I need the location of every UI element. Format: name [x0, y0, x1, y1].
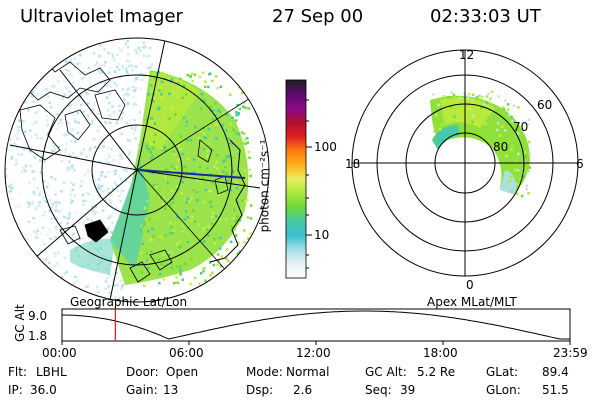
- info-mode-value: Normal: [286, 365, 330, 379]
- info-dsp-key: Dsp:: [246, 383, 274, 397]
- polar-mlt-map: [351, 49, 579, 277]
- instrument-title: Ultraviolet Imager: [20, 6, 183, 27]
- info-flt-key: Flt:: [8, 365, 27, 379]
- apex-caption: Apex MLat/MLT: [427, 295, 517, 309]
- info-glon-value: 51.5: [542, 383, 569, 397]
- mlt-label-18: 18: [345, 157, 361, 171]
- info-seq-key: Seq:: [365, 383, 392, 397]
- timeline-axis-label: GC Alt: [13, 304, 27, 342]
- info-seq-value: 39: [400, 383, 416, 397]
- timeline-xtick-1800: 18:00: [423, 346, 458, 360]
- colorbar-tick-100: 100: [314, 140, 337, 154]
- info-door-key: Door:: [126, 365, 159, 379]
- colorbar: [285, 79, 312, 279]
- info-glon-key: GLon:: [486, 383, 521, 397]
- info-glat-key: GLat:: [486, 365, 519, 379]
- info-flt-value: LBHL: [36, 365, 67, 379]
- timeline-xtick-0600: 06:00: [169, 346, 204, 360]
- altitude-timeline: [61, 308, 571, 345]
- timeline-ytick-1-8: 1.8: [28, 329, 48, 343]
- mlt-label-0: 0: [466, 278, 474, 292]
- mlat-label-80: 80: [493, 140, 509, 154]
- info-ip-value: 36.0: [30, 383, 57, 397]
- mlat-label-60: 60: [537, 98, 553, 112]
- timeline-xtick-2359: 23:59: [553, 346, 588, 360]
- timeline-xtick-1200: 12:00: [296, 346, 331, 360]
- geographic-map: [4, 37, 270, 303]
- image-date: 27 Sep 00: [272, 6, 364, 27]
- colorbar-unit-label: photon cm⁻²s⁻¹: [257, 139, 272, 233]
- info-mode-key: Mode:: [246, 365, 283, 379]
- info-gain-value: 13: [163, 383, 179, 397]
- image-time: 02:33:03 UT: [430, 6, 541, 27]
- altitude-curve: [62, 310, 570, 340]
- mlat-label-70: 70: [513, 120, 529, 134]
- timeline-xtick-0000: 00:00: [42, 346, 77, 360]
- info-gain-key: Gain:: [126, 383, 158, 397]
- geographic-caption: Geographic Lat/Lon: [70, 295, 188, 309]
- info-ip-key: IP:: [8, 383, 23, 397]
- colorbar-tick-10: 10: [314, 228, 330, 242]
- mlt-label-12: 12: [459, 48, 475, 62]
- info-dsp-value: 2.6: [293, 383, 313, 397]
- info-gcalt-key: GC Alt:: [365, 365, 407, 379]
- colorbar-scale: [285, 79, 307, 279]
- info-glat-value: 89.4: [542, 365, 569, 379]
- mlt-label-6: 6: [576, 157, 584, 171]
- info-door-value: Open: [166, 365, 199, 379]
- timeline-ytick-9: 9.0: [28, 309, 48, 323]
- info-gcalt-value: 5.2 Re: [417, 365, 456, 379]
